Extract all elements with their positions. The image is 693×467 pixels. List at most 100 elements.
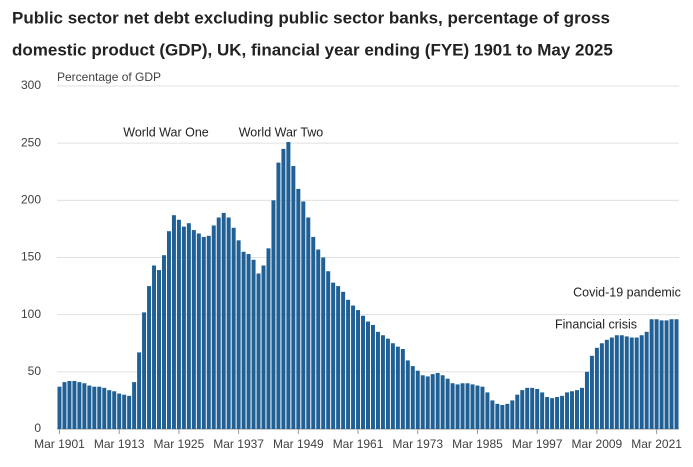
bar	[171, 215, 176, 429]
bar	[341, 291, 346, 429]
y-tick-label: 0	[34, 421, 41, 435]
bar	[241, 251, 246, 429]
bar	[112, 391, 117, 429]
annotation: World War Two	[239, 125, 324, 139]
bar	[515, 394, 520, 429]
bar	[674, 319, 679, 429]
bar	[176, 219, 181, 429]
bar	[107, 390, 112, 429]
bar	[62, 382, 67, 429]
bar	[565, 392, 570, 429]
bar	[291, 166, 296, 430]
bar	[261, 265, 266, 429]
bar	[485, 392, 490, 429]
bar	[296, 188, 301, 429]
bar	[82, 383, 87, 429]
bar	[161, 255, 166, 429]
bar	[251, 259, 256, 429]
bar	[594, 347, 599, 429]
bar	[306, 217, 311, 429]
bar	[92, 386, 97, 429]
bar	[206, 235, 211, 429]
bar	[634, 337, 639, 429]
x-tick-label: Mar 1973	[392, 437, 443, 451]
bar	[351, 305, 356, 429]
x-tick-label: Mar 1913	[94, 437, 145, 451]
bar	[555, 396, 560, 429]
bar	[570, 391, 575, 429]
x-tick-label: Mar 1925	[154, 437, 205, 451]
bar	[321, 257, 326, 429]
bar	[132, 382, 137, 429]
bar	[455, 384, 460, 429]
bar	[415, 370, 420, 429]
bar	[619, 335, 624, 429]
bar	[420, 375, 425, 429]
bar	[599, 343, 604, 429]
bar	[445, 378, 450, 429]
bar	[201, 236, 206, 429]
bar	[147, 286, 152, 429]
bar	[326, 271, 331, 429]
bar	[390, 343, 395, 429]
bar	[157, 270, 161, 429]
bar	[510, 400, 515, 429]
bar	[361, 315, 366, 429]
bar	[127, 395, 132, 429]
bar	[629, 337, 634, 429]
bar	[505, 403, 510, 429]
bar	[385, 338, 390, 429]
bar	[366, 321, 370, 429]
bar	[584, 371, 589, 429]
annotation: Covid-19 pandemic	[573, 285, 681, 299]
bar	[649, 319, 654, 429]
bar	[614, 335, 619, 429]
x-tick-label: Mar 1937	[213, 437, 264, 451]
bar	[535, 388, 540, 429]
bar	[575, 390, 579, 429]
bar	[624, 336, 629, 429]
bar	[644, 331, 649, 429]
bar	[375, 331, 380, 429]
bar	[540, 392, 545, 429]
bar	[122, 394, 127, 429]
bar	[440, 375, 445, 429]
bar	[495, 403, 500, 429]
bar	[276, 162, 281, 429]
bar	[87, 385, 92, 429]
x-tick-label: Mar 1985	[452, 437, 503, 451]
bar	[102, 387, 107, 429]
bar	[301, 201, 306, 429]
bar	[450, 383, 455, 429]
bar	[331, 282, 336, 429]
bar	[216, 217, 221, 429]
y-tick-label: 100	[21, 307, 41, 321]
bar	[142, 312, 147, 429]
bar	[604, 339, 609, 429]
bar	[500, 404, 505, 429]
bar	[480, 386, 485, 429]
bar	[166, 231, 171, 429]
bar	[639, 335, 644, 429]
bar	[286, 142, 291, 430]
bar	[271, 200, 276, 429]
bar	[659, 320, 664, 429]
bar	[520, 390, 525, 429]
bar	[186, 223, 191, 429]
bar	[72, 380, 77, 429]
bar	[545, 396, 550, 429]
bar	[460, 383, 465, 429]
bar	[425, 376, 430, 429]
bar	[654, 319, 659, 429]
bar	[231, 227, 236, 429]
bar	[579, 387, 584, 429]
bar	[370, 324, 375, 429]
bar	[589, 355, 594, 429]
bar	[435, 372, 440, 429]
bar	[266, 248, 271, 429]
bar	[246, 254, 251, 429]
bar	[530, 387, 535, 429]
bar	[67, 380, 72, 429]
bar	[430, 374, 435, 429]
